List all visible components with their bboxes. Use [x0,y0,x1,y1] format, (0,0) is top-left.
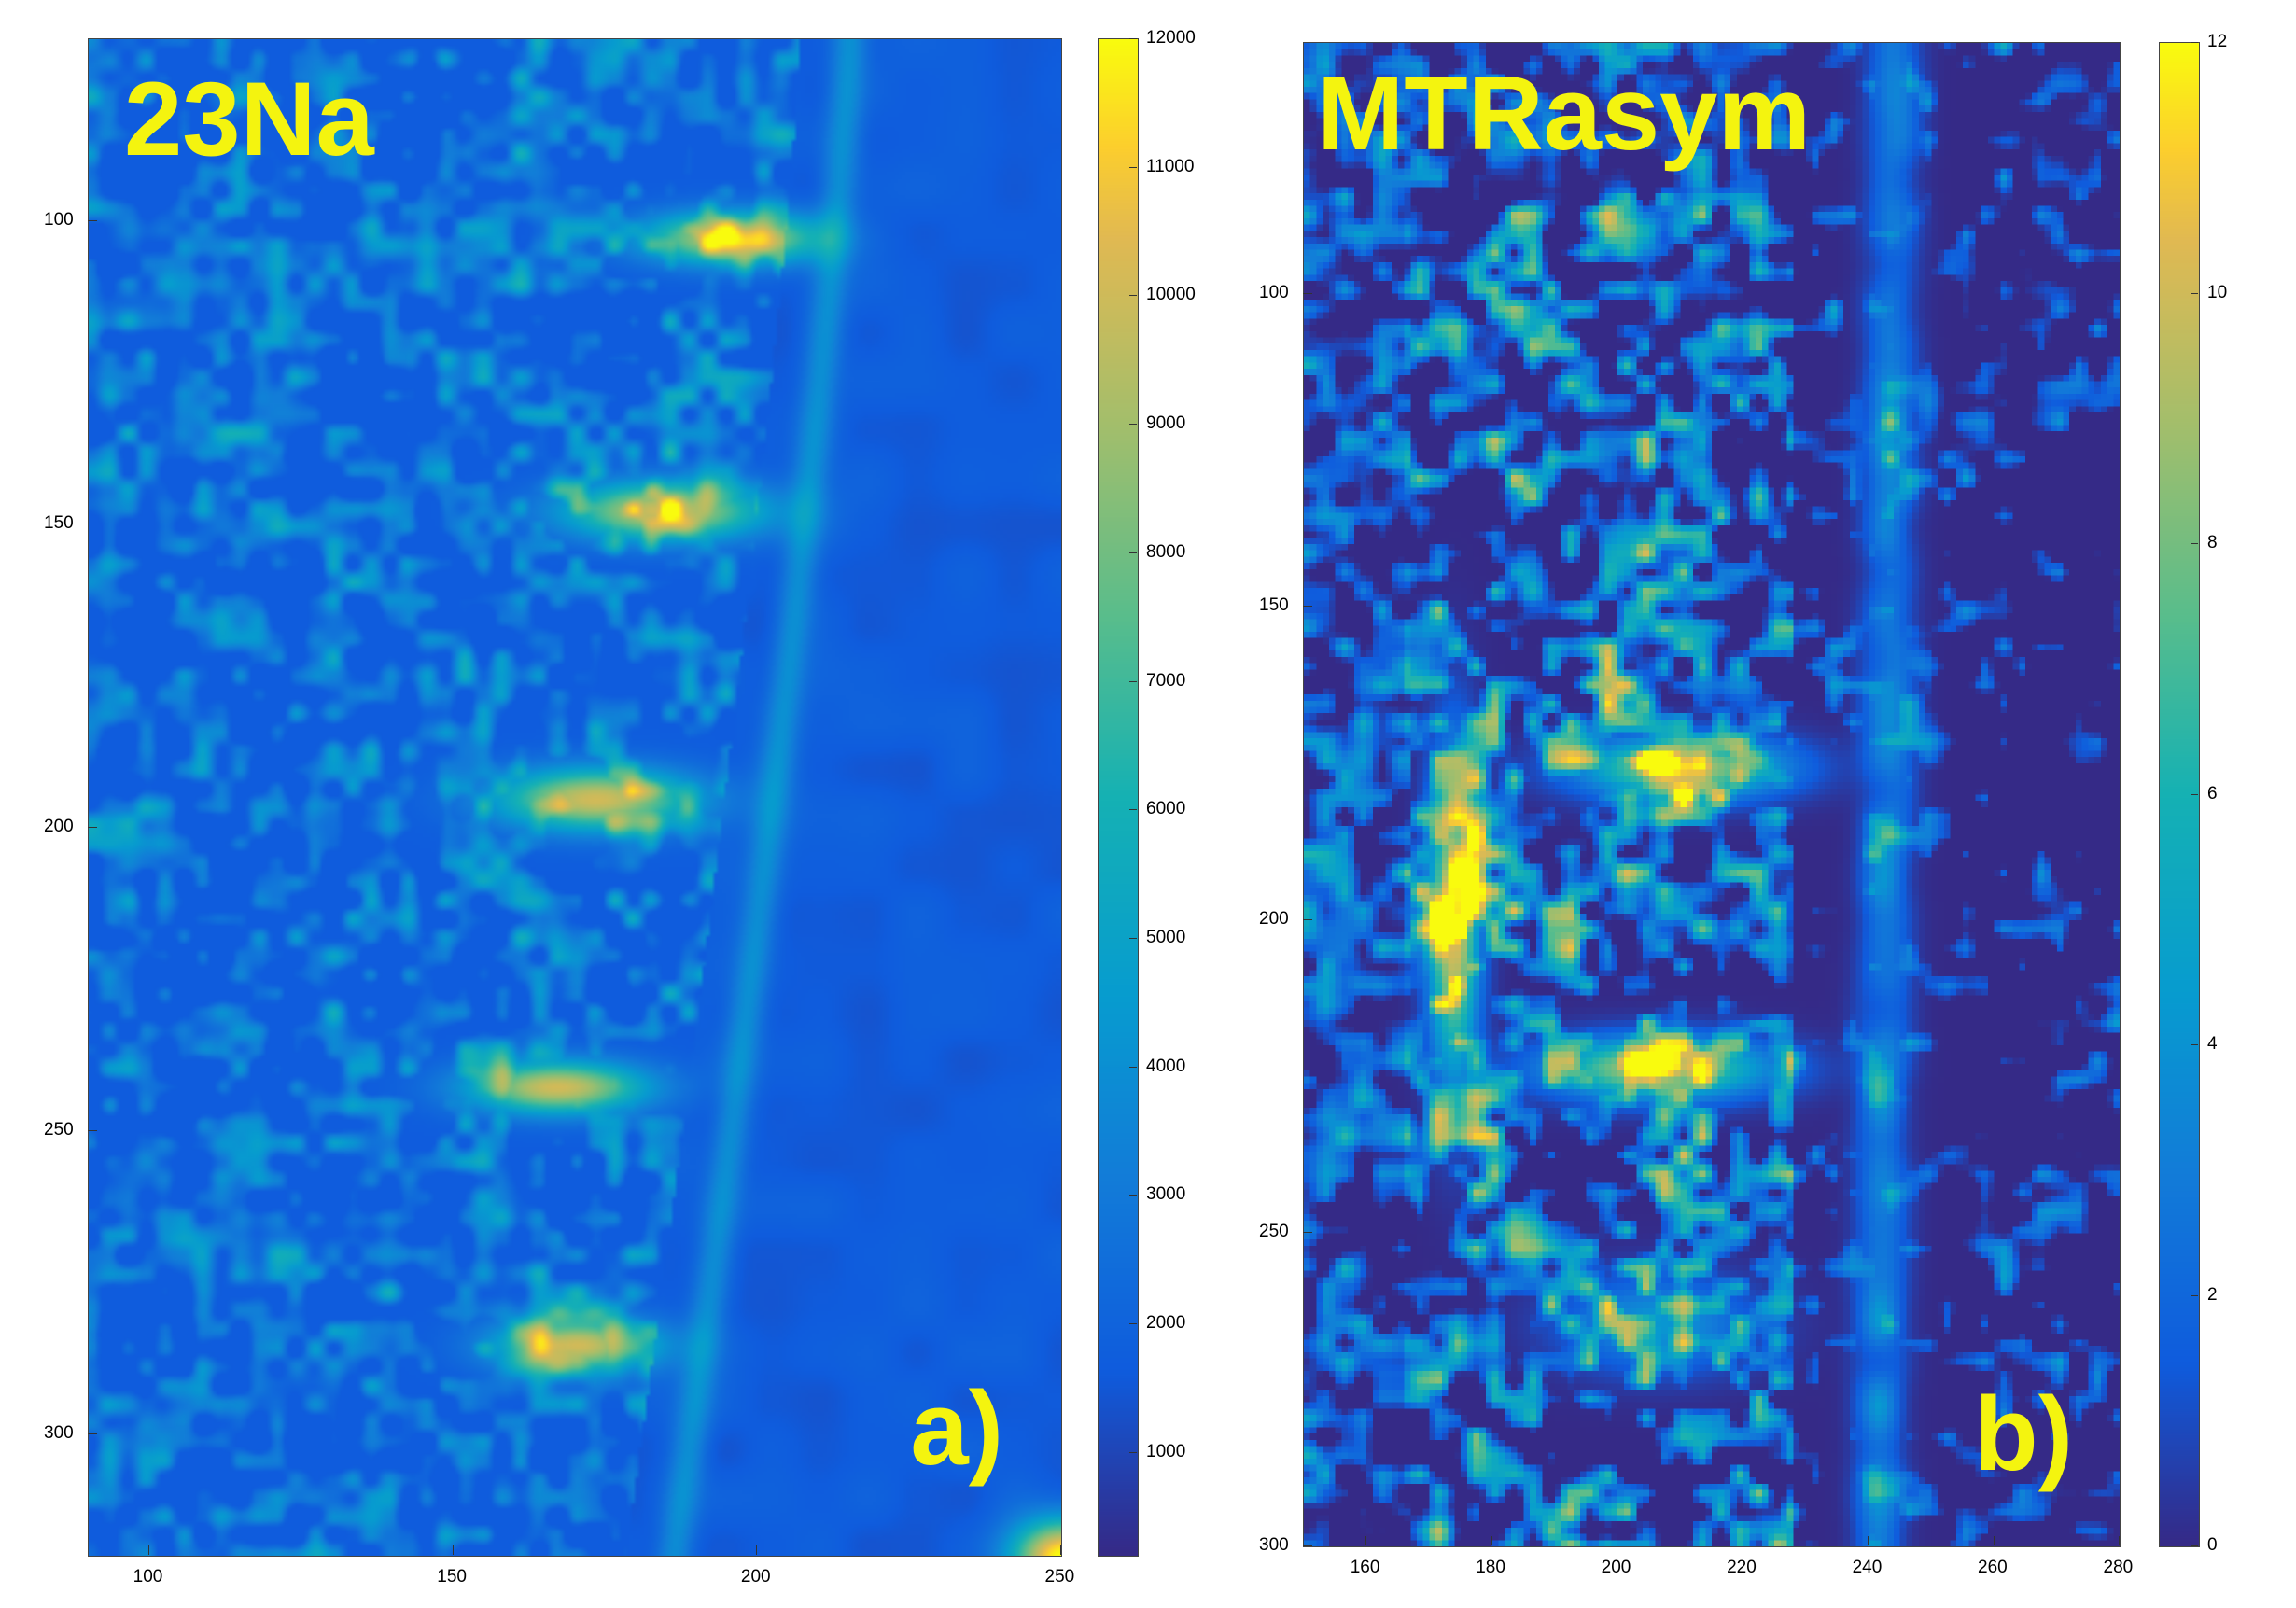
colorbar-tick-mark [1129,38,1137,39]
sodium-image: 23Na a) [88,38,1062,1557]
colorbar-tick-label: 12 [2207,32,2228,51]
colorbar-tick-label: 11000 [1146,156,1195,176]
x-tick-label: 160 [1350,1558,1380,1577]
panel-a-corner-label: a) [910,1370,1003,1487]
x-tick-label: 200 [1601,1558,1631,1577]
y-tick-mark [88,220,97,221]
colorbar-tick-mark [2191,1545,2198,1546]
colorbar-tick-label: 1000 [1146,1441,1186,1461]
y-tick-label: 150 [1259,595,1289,616]
colorbar-tick-mark [1129,552,1137,553]
x-tick-label: 150 [437,1567,467,1587]
colorbar-tick-mark [1129,937,1137,939]
colorbar-tick-mark [2191,1294,2198,1296]
colorbar-tick-label: 2 [2207,1284,2218,1305]
colorbar-tick-label: 4000 [1146,1056,1186,1076]
x-tick-mark [1365,1536,1367,1545]
y-tick-label: 250 [1259,1222,1289,1242]
panel-b-title: MTRasym [1317,55,1812,172]
y-tick-mark [88,1130,97,1131]
colorbar-tick-mark [2191,42,2198,43]
x-tick-mark [2119,1536,2120,1545]
colorbar-tick-mark [2191,543,2198,544]
panel-b-colorbar-gradient [2160,43,2199,1546]
y-tick-label: 250 [44,1120,74,1140]
x-tick-mark [1491,1536,1492,1545]
colorbar-tick-mark [1129,1195,1137,1196]
colorbar-tick-mark [1129,1451,1137,1453]
panel-a-colorbar-gradient [1099,39,1138,1556]
colorbar-tick-label: 4 [2207,1034,2218,1054]
mtrasym-image-canvas [1304,43,2120,1546]
sodium-image-canvas [89,39,1061,1556]
y-tick-mark [1303,918,1312,920]
mtrasym-image: MTRasym b) [1303,42,2121,1547]
x-tick-label: 240 [1852,1558,1883,1577]
colorbar-tick-label: 5000 [1146,927,1186,947]
y-tick-mark [1303,292,1312,294]
colorbar-tick-label: 8000 [1146,541,1186,562]
x-tick-mark [452,1545,454,1555]
colorbar-tick-label: 7000 [1146,670,1186,691]
y-tick-label: 200 [1259,908,1289,929]
y-tick-label: 200 [44,817,74,836]
colorbar-tick-label: 0 [2207,1535,2218,1555]
colorbar-tick-label: 12000 [1146,28,1196,48]
colorbar-tick-mark [2191,1044,2198,1045]
x-tick-label: 220 [1727,1558,1757,1577]
panel-b-corner-label: b) [1974,1376,2073,1492]
colorbar-tick-mark [2191,793,2198,795]
x-tick-label: 200 [740,1567,771,1587]
panel-b-colorbar [2159,42,2200,1547]
colorbar-tick-mark [1129,1323,1137,1325]
y-tick-label: 100 [1259,282,1289,302]
x-tick-label: 260 [1978,1558,2008,1577]
x-tick-mark [756,1545,758,1555]
x-tick-mark [1993,1536,1995,1545]
colorbar-tick-label: 10 [2207,282,2228,302]
x-tick-label: 100 [133,1567,163,1587]
y-tick-mark [1303,1232,1312,1234]
y-tick-mark [1303,606,1312,608]
y-tick-mark [1303,1545,1312,1546]
colorbar-tick-label: 6000 [1146,799,1186,819]
y-tick-mark [88,1433,97,1434]
colorbar-tick-mark [1129,424,1137,426]
x-tick-label: 280 [2103,1558,2134,1577]
colorbar-tick-label: 9000 [1146,413,1186,434]
colorbar-tick-mark [1129,809,1137,811]
colorbar-tick-label: 3000 [1146,1184,1186,1205]
y-tick-label: 100 [44,210,74,230]
colorbar-tick-mark [2191,292,2198,294]
colorbar-tick-mark [1129,680,1137,682]
colorbar-tick-label: 6 [2207,783,2218,804]
colorbar-tick-mark [1129,295,1137,297]
y-tick-label: 150 [44,513,74,533]
x-tick-label: 250 [1044,1567,1075,1587]
y-tick-mark [88,827,97,828]
colorbar-tick-mark [1129,1066,1137,1068]
y-tick-label: 300 [44,1423,74,1443]
panel-a-colorbar [1098,38,1139,1557]
colorbar-tick-mark [1129,166,1137,168]
y-tick-label: 300 [1259,1535,1289,1555]
colorbar-tick-label: 10000 [1146,285,1196,305]
x-tick-mark [1868,1536,1869,1545]
x-tick-label: 180 [1476,1558,1505,1577]
panel-a-title: 23Na [124,61,374,177]
x-tick-mark [1060,1545,1061,1555]
colorbar-tick-label: 2000 [1146,1313,1186,1334]
colorbar-tick-label: 8 [2207,533,2218,552]
x-tick-mark [148,1545,150,1555]
